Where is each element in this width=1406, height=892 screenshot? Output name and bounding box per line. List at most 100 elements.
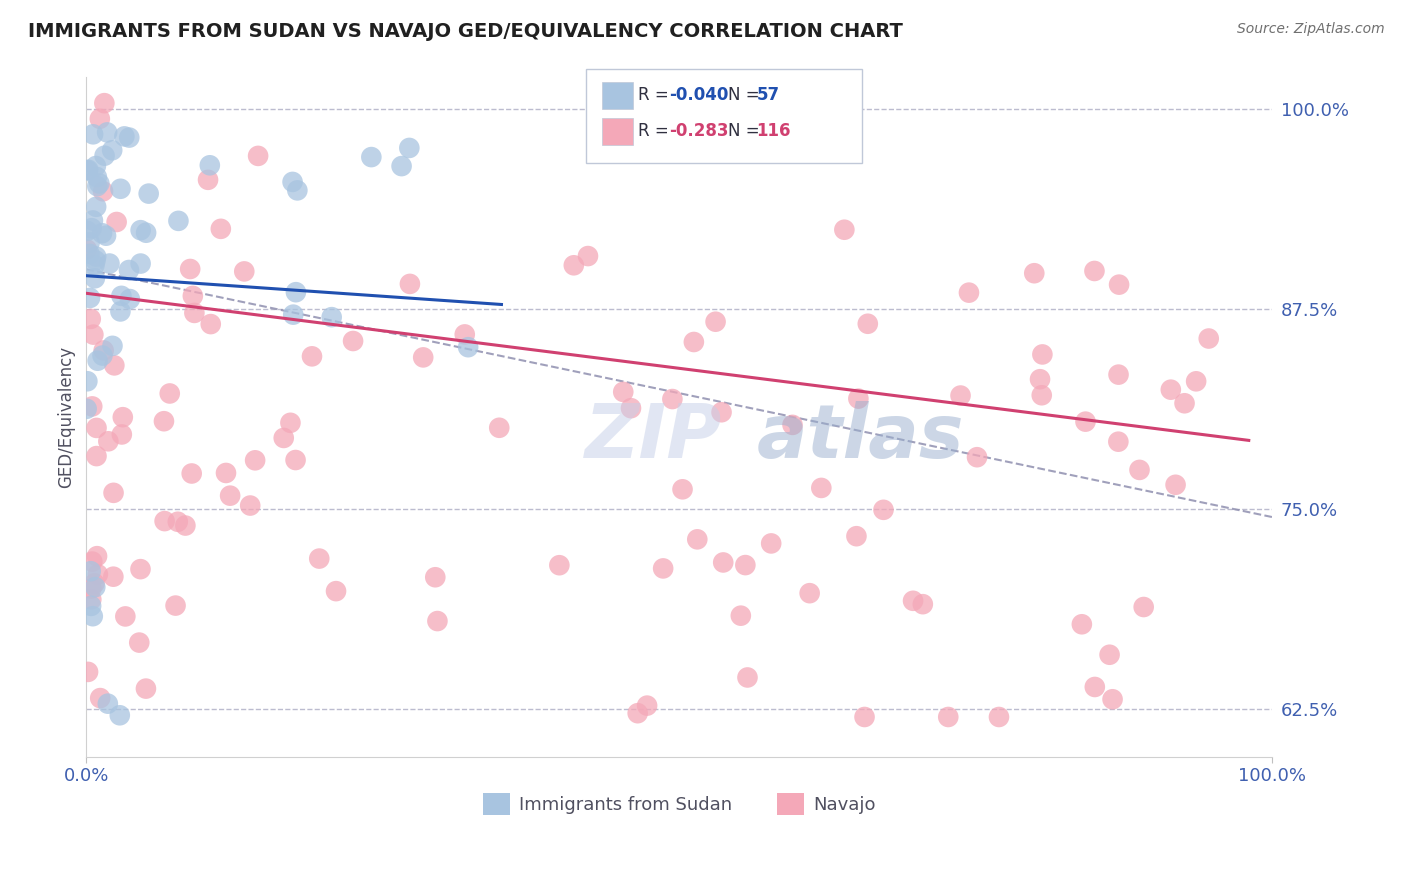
Point bbox=[89, 112, 111, 126]
Point bbox=[342, 334, 364, 348]
Point bbox=[911, 597, 934, 611]
Point bbox=[399, 277, 422, 291]
Point bbox=[87, 567, 110, 582]
Point bbox=[1132, 600, 1154, 615]
Point bbox=[180, 467, 202, 481]
Point bbox=[110, 182, 132, 196]
Point bbox=[82, 400, 104, 414]
Point bbox=[135, 226, 157, 240]
Point bbox=[118, 292, 141, 306]
Point bbox=[86, 421, 108, 435]
Point bbox=[91, 226, 114, 240]
Point bbox=[711, 556, 734, 570]
Point bbox=[114, 609, 136, 624]
Point bbox=[82, 327, 104, 342]
Point bbox=[457, 340, 479, 354]
Point bbox=[737, 670, 759, 684]
Point bbox=[84, 250, 107, 264]
Point bbox=[82, 609, 104, 624]
Point bbox=[901, 594, 924, 608]
Point bbox=[197, 173, 219, 187]
Point bbox=[103, 486, 125, 500]
Text: -0.040: -0.040 bbox=[669, 87, 728, 104]
Point bbox=[576, 249, 599, 263]
Point bbox=[91, 349, 114, 363]
Point bbox=[97, 434, 120, 449]
Point bbox=[167, 214, 190, 228]
Point bbox=[1108, 368, 1130, 382]
Text: N =: N = bbox=[728, 122, 765, 140]
Text: atlas: atlas bbox=[756, 401, 965, 474]
Point bbox=[105, 215, 128, 229]
Point bbox=[101, 339, 124, 353]
Point bbox=[112, 129, 135, 144]
Point bbox=[86, 169, 108, 184]
Point bbox=[79, 291, 101, 305]
Point bbox=[183, 306, 205, 320]
Point bbox=[412, 351, 434, 365]
Point bbox=[391, 159, 413, 173]
Point bbox=[103, 359, 125, 373]
Point bbox=[966, 450, 988, 465]
Point bbox=[153, 414, 176, 428]
Point bbox=[848, 392, 870, 406]
Point bbox=[454, 327, 477, 342]
Point bbox=[80, 312, 103, 326]
Point bbox=[636, 698, 658, 713]
Point bbox=[94, 228, 117, 243]
Point bbox=[97, 697, 120, 711]
Point bbox=[845, 529, 868, 543]
Text: Source: ZipAtlas.com: Source: ZipAtlas.com bbox=[1237, 22, 1385, 37]
Point bbox=[89, 691, 111, 706]
Legend: Immigrants from Sudan, Navajo: Immigrants from Sudan, Navajo bbox=[475, 786, 883, 822]
Y-axis label: GED/Equivalency: GED/Equivalency bbox=[58, 346, 75, 488]
Point bbox=[77, 162, 100, 177]
Point bbox=[83, 271, 105, 285]
Point bbox=[957, 285, 980, 300]
Point bbox=[1108, 277, 1130, 292]
Point bbox=[810, 481, 832, 495]
Point bbox=[360, 150, 382, 164]
Point bbox=[782, 417, 804, 432]
Point bbox=[86, 179, 108, 194]
Point bbox=[93, 149, 115, 163]
Point bbox=[84, 200, 107, 214]
Point bbox=[325, 584, 347, 599]
Point bbox=[84, 580, 107, 594]
Point bbox=[834, 223, 856, 237]
Point bbox=[1074, 415, 1097, 429]
Point bbox=[247, 149, 270, 163]
Point bbox=[671, 483, 693, 497]
Point bbox=[710, 405, 733, 419]
Point bbox=[734, 558, 756, 573]
Point bbox=[89, 177, 111, 191]
Point bbox=[652, 561, 675, 575]
Point bbox=[135, 681, 157, 696]
Point bbox=[91, 184, 114, 198]
Point bbox=[86, 449, 108, 463]
Point bbox=[1160, 383, 1182, 397]
Point bbox=[166, 515, 188, 529]
Point bbox=[562, 258, 585, 272]
Point bbox=[627, 706, 650, 721]
Point bbox=[83, 258, 105, 272]
Point bbox=[84, 159, 107, 173]
Point bbox=[284, 453, 307, 467]
Point bbox=[209, 222, 232, 236]
Text: -0.283: -0.283 bbox=[669, 122, 728, 140]
Point bbox=[759, 536, 782, 550]
Point bbox=[108, 708, 131, 723]
Point bbox=[76, 401, 98, 416]
Text: IMMIGRANTS FROM SUDAN VS NAVAJO GED/EQUIVALENCY CORRELATION CHART: IMMIGRANTS FROM SUDAN VS NAVAJO GED/EQUI… bbox=[28, 22, 903, 41]
Point bbox=[138, 186, 160, 201]
Point bbox=[488, 421, 510, 435]
Point bbox=[1198, 332, 1220, 346]
Point bbox=[80, 221, 103, 235]
Point bbox=[82, 555, 104, 569]
Point bbox=[77, 665, 100, 679]
Point bbox=[1031, 347, 1053, 361]
Text: 57: 57 bbox=[756, 87, 779, 104]
Point bbox=[1107, 434, 1129, 449]
Point bbox=[80, 592, 103, 607]
Point bbox=[988, 710, 1011, 724]
